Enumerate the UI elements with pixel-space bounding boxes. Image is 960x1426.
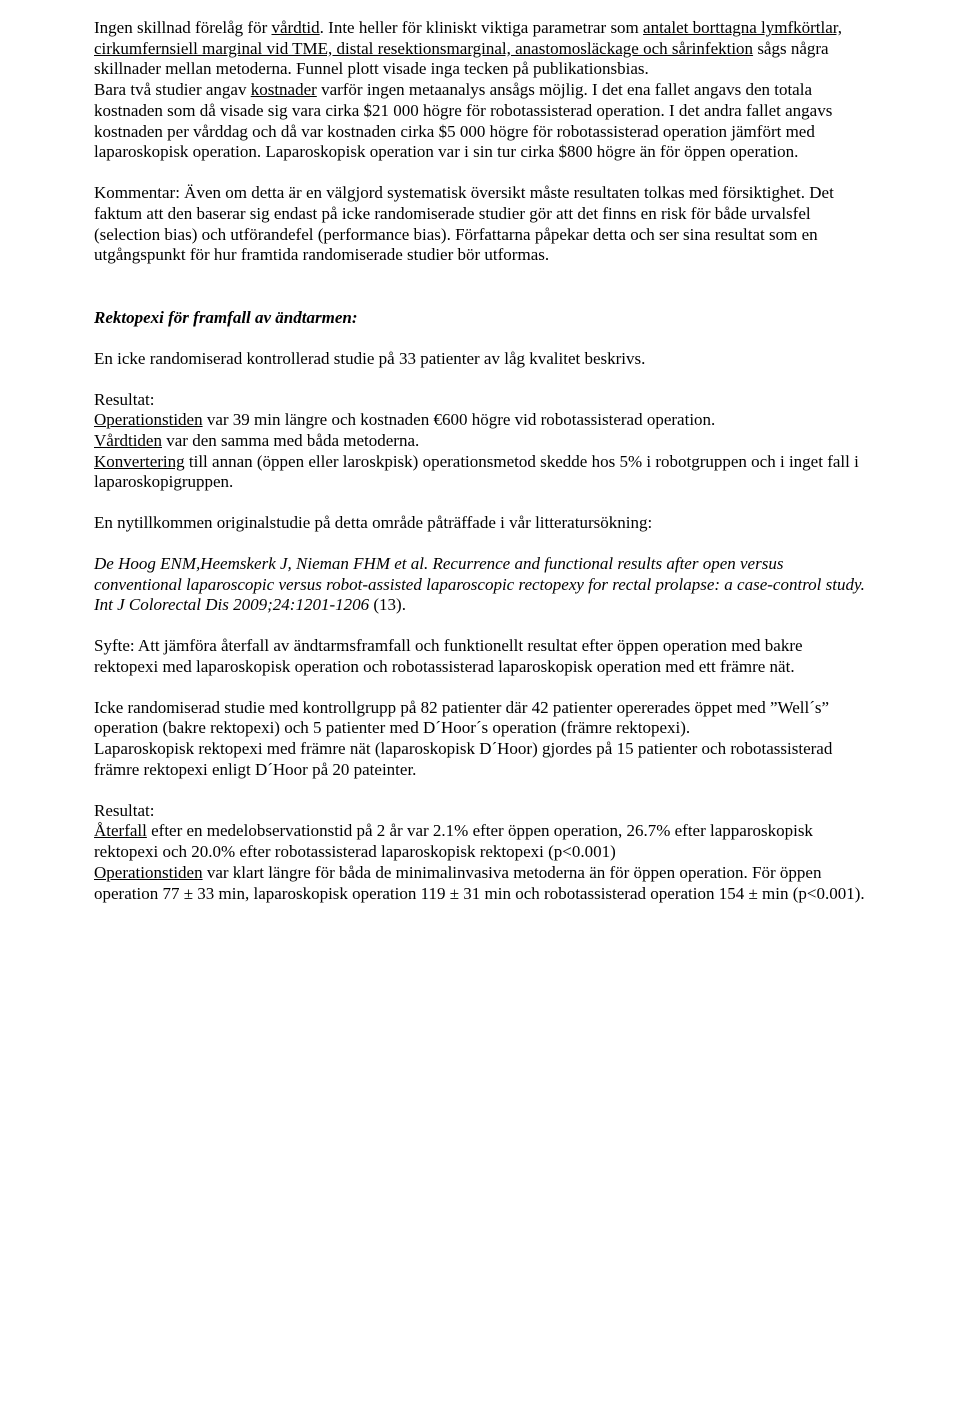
section-heading-rektopexi: Rektopexi för framfall av ändtarmen: — [94, 308, 866, 329]
paragraph-study-design: Icke randomiserad studie med kontrollgru… — [94, 698, 866, 781]
text: Icke randomiserad studie med kontrollgru… — [94, 698, 829, 738]
text: till annan (öppen eller laroskpisk) oper… — [94, 452, 859, 492]
paragraph-kommentar: Kommentar: Även om detta är en välgjord … — [94, 183, 866, 266]
text: var klart längre för båda de minimalinva… — [94, 863, 865, 903]
underlined-vardtid: vårdtid — [272, 18, 320, 37]
underlined-operationstiden: Operationstiden — [94, 410, 203, 429]
underlined-vardtiden: Vårdtiden — [94, 431, 162, 450]
underlined-konvertering: Konvertering — [94, 452, 185, 471]
text: Bara två studier angav — [94, 80, 251, 99]
citation-ref: (13). — [373, 595, 406, 614]
text: var den samma med båda metoderna. — [162, 431, 419, 450]
citation: De Hoog ENM,Heemskerk J, Nieman FHM et a… — [94, 554, 866, 616]
result-label: Resultat: — [94, 801, 154, 820]
paragraph-resultat-1: Resultat: Operationstiden var 39 min län… — [94, 390, 866, 494]
text: efter en medelobservationstid på 2 år va… — [94, 821, 813, 861]
underlined-operationstiden-2: Operationstiden — [94, 863, 203, 882]
text: var 39 min längre och kostnaden €600 hög… — [203, 410, 716, 429]
paragraph-nytillkommen: En nytillkommen originalstudie på detta … — [94, 513, 866, 534]
result-label: Resultat: — [94, 390, 154, 409]
paragraph-syfte: Syfte: Att jämföra återfall av ändtarmsf… — [94, 636, 866, 677]
paragraph-resultat-2: Resultat: Återfall efter en medelobserva… — [94, 801, 866, 905]
paragraph-vardtid: Ingen skillnad förelåg för vårdtid. Inte… — [94, 18, 866, 163]
text: Ingen skillnad förelåg för — [94, 18, 272, 37]
underlined-kostnader: kostnader — [251, 80, 317, 99]
text: . Inte heller för kliniskt viktiga param… — [320, 18, 643, 37]
paragraph-study-desc: En icke randomiserad kontrollerad studie… — [94, 349, 866, 370]
underlined-aterfall: Återfall — [94, 821, 147, 840]
text: Laparoskopisk rektopexi med främre nät (… — [94, 739, 832, 779]
citation-italic: De Hoog ENM,Heemskerk J, Nieman FHM et a… — [94, 554, 865, 614]
